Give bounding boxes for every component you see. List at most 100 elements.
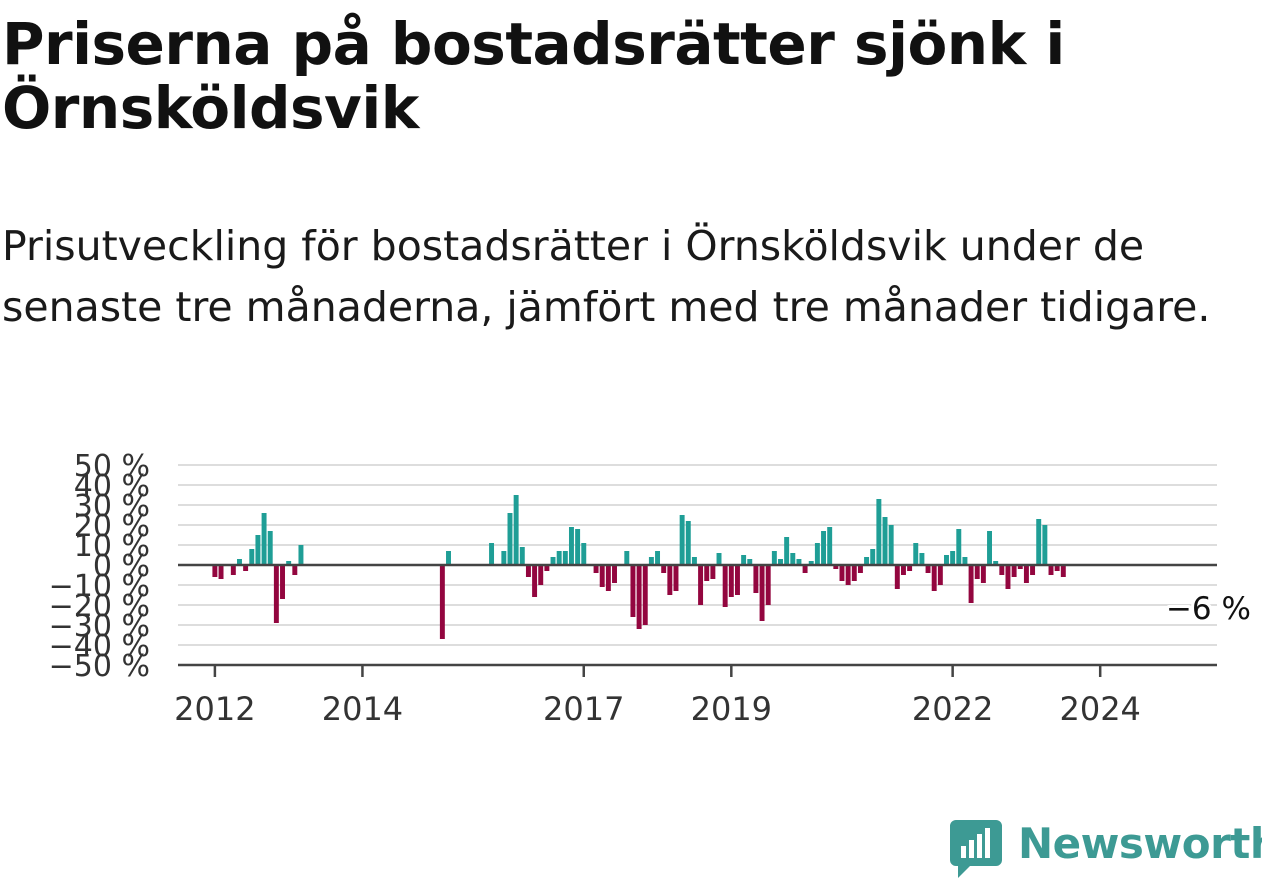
bar <box>501 551 507 565</box>
bar <box>870 549 876 565</box>
bar <box>230 565 236 575</box>
bar <box>734 565 740 595</box>
bar <box>974 565 980 579</box>
bar <box>833 565 839 569</box>
bar <box>1054 565 1060 571</box>
bar <box>894 565 900 589</box>
bar <box>439 565 445 639</box>
y-tick-label: −50 % <box>49 649 150 684</box>
y-tick-label: −40 % <box>49 629 150 664</box>
bar <box>771 551 777 565</box>
bar <box>237 559 242 565</box>
last-value-label: −6 % <box>1166 591 1251 627</box>
bar <box>489 543 495 565</box>
bar <box>728 565 734 597</box>
bar <box>273 565 279 623</box>
bar <box>944 555 949 565</box>
bar <box>907 565 913 571</box>
bar <box>980 565 986 583</box>
bar <box>593 565 599 573</box>
bar <box>753 565 759 593</box>
bar <box>605 565 611 591</box>
bar <box>857 565 863 573</box>
bar <box>778 559 783 565</box>
bar <box>919 553 925 565</box>
bar <box>446 551 451 565</box>
bar <box>987 531 992 565</box>
brand-name: Newsworthy <box>1018 819 1262 868</box>
bar <box>845 565 851 585</box>
bar <box>624 551 630 565</box>
bar <box>1030 565 1036 575</box>
bar <box>962 557 968 565</box>
bar <box>667 565 673 595</box>
newsworthy-logo: Newsworthy <box>950 818 1262 880</box>
bar <box>808 561 814 565</box>
bar <box>710 565 716 579</box>
chart-title: Priserna på bostadsrätter sjönk i Örnskö… <box>2 10 1065 142</box>
bar <box>999 565 1005 575</box>
bar <box>648 557 654 565</box>
bar <box>1036 519 1042 565</box>
bar <box>821 531 827 565</box>
y-tick-label: 30 % <box>74 489 150 524</box>
bar <box>741 555 747 565</box>
bar <box>249 549 255 565</box>
bar <box>993 561 999 565</box>
bar <box>538 565 544 585</box>
y-tick-label: 0 % <box>93 549 150 584</box>
y-tick-label: −30 % <box>49 609 150 644</box>
bar <box>956 529 962 565</box>
x-axis: 2012 2014 2017 2019 2022 2024 <box>174 563 1217 728</box>
bar <box>562 551 568 565</box>
bar <box>568 527 574 565</box>
bar <box>544 565 550 571</box>
bar <box>267 531 273 565</box>
bar <box>784 537 790 565</box>
y-tick-label: −20 % <box>49 589 150 624</box>
bar <box>876 499 882 565</box>
bar <box>900 565 906 575</box>
bar <box>599 565 605 587</box>
bar <box>765 565 771 605</box>
bar <box>931 565 937 591</box>
bar <box>1011 565 1017 577</box>
bar <box>759 565 765 621</box>
bar <box>581 543 587 565</box>
bar <box>790 553 796 565</box>
bar <box>882 517 888 565</box>
bar-chart: 50 %40 %30 %20 %10 %0 %−10 %−20 %−30 %−4… <box>49 449 1254 728</box>
bar <box>796 559 802 565</box>
bar <box>255 535 261 565</box>
bar <box>292 565 298 575</box>
bar <box>950 551 956 565</box>
bar <box>802 565 808 573</box>
bar <box>691 557 697 565</box>
bar <box>298 545 304 565</box>
y-tick-label: −10 % <box>49 569 150 604</box>
bar <box>673 565 679 591</box>
bar <box>556 551 562 565</box>
bar <box>519 547 525 565</box>
bar <box>507 513 513 565</box>
y-tick-label: 10 % <box>74 529 150 564</box>
x-tick-label: 2022 <box>912 690 993 728</box>
bar <box>698 565 704 605</box>
x-tick-label: 2019 <box>691 690 772 728</box>
x-tick-label: 2014 <box>322 690 403 728</box>
bar <box>827 527 833 565</box>
bar <box>704 565 710 581</box>
chart-subtitle: Prisutveckling för bostadsrätter i Örnsk… <box>2 222 1211 331</box>
bar <box>636 565 642 629</box>
bar <box>243 565 249 571</box>
y-tick-label: 20 % <box>74 509 150 544</box>
bar <box>864 557 870 565</box>
bar <box>925 565 931 573</box>
bar <box>212 565 218 577</box>
bar <box>747 559 753 565</box>
x-tick-label: 2017 <box>543 690 624 728</box>
bar <box>937 565 943 585</box>
x-tick-label: 2012 <box>174 690 255 728</box>
bar <box>218 565 224 579</box>
gridlines <box>178 464 1217 646</box>
